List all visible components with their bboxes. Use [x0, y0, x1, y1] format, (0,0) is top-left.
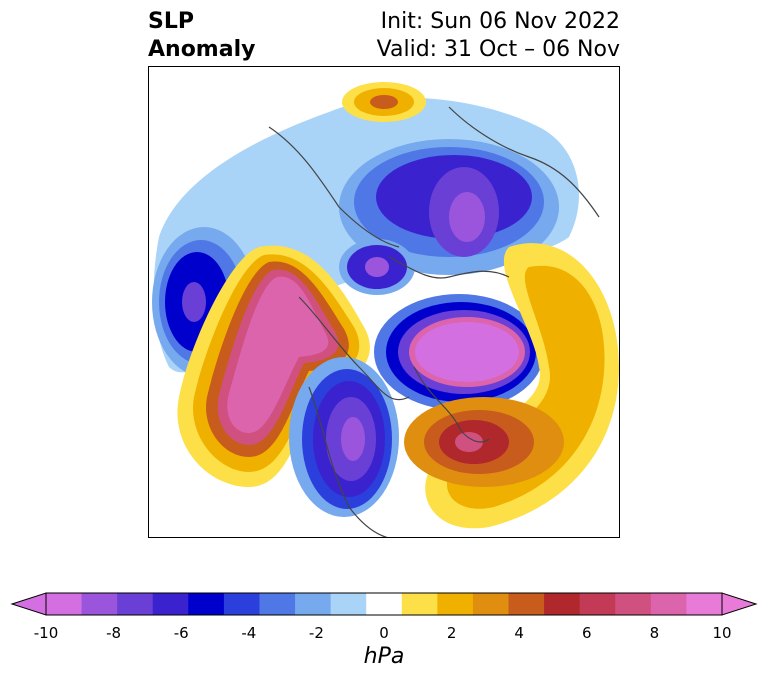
map-canvas: [152, 82, 619, 537]
coastlines: [268, 106, 600, 537]
colorbar-cell: [223, 593, 260, 615]
colorbar-tick-label: 2: [446, 624, 457, 642]
title-line-anomaly: Anomaly: [148, 37, 256, 62]
atlantic-low: [374, 294, 544, 410]
colorbar-cell: [544, 593, 581, 615]
colorbar-cell: [686, 593, 723, 615]
colorbar-tick-label: -10: [33, 624, 59, 642]
colorbar-cell: [615, 593, 652, 615]
colorbar-cell: [188, 593, 225, 615]
colorbar-units: hPa: [363, 644, 405, 669]
northern-high-small: [342, 82, 426, 122]
colorbar-tick-label: 8: [649, 624, 660, 642]
colorbar-over-arrow: [721, 592, 758, 616]
colorbar-cell: [81, 593, 118, 615]
colorbar-under-arrow: [10, 592, 47, 616]
colorbar-cell: [366, 593, 403, 615]
colorbar-tick-label: 6: [582, 624, 592, 642]
title-line-slp: SLP: [148, 9, 194, 34]
colorbar-cell: [579, 593, 616, 615]
date-info: Init: Sun 06 Nov 2022 Valid: 31 Oct – 06…: [377, 8, 620, 64]
colorbar-tick-label: -2: [308, 624, 324, 642]
colorbar-cell: [259, 593, 296, 615]
colorbar-frame: [45, 592, 723, 616]
valid-range: Valid: 31 Oct – 06 Nov: [376, 37, 620, 62]
colorbar-cell: [117, 593, 154, 615]
colorbar-tick-label: 4: [514, 624, 524, 642]
map-title: SLP Anomaly: [148, 8, 255, 64]
pacific-high: [177, 245, 370, 487]
colorbar-cell: [472, 593, 510, 615]
colorbar-tick-label: 0: [379, 624, 389, 642]
polar-low-small: [339, 239, 415, 295]
colorbar-cell: [295, 593, 332, 615]
eurasia-low: [339, 139, 559, 275]
colorbar-cell: [401, 593, 438, 615]
colorbar-cell: [650, 593, 687, 615]
colorbar-cell: [330, 593, 367, 615]
colorbar-cells: [46, 593, 723, 615]
colorbar-tick-label: 10: [712, 624, 732, 642]
colorbar-cell: [437, 593, 474, 615]
colorbar-cell: [152, 593, 189, 615]
colorbar-cell: [46, 593, 83, 615]
colorbar-tick-label: -6: [173, 624, 189, 642]
slp-anomaly-map: [148, 66, 620, 538]
colorbar-tick-label: -4: [241, 624, 257, 642]
north-america-low: [289, 357, 399, 517]
colorbar-cell: [508, 593, 545, 615]
colorbar-tick-label: -8: [106, 624, 122, 642]
colorbar: [10, 592, 758, 616]
init-date: Init: Sun 06 Nov 2022: [380, 9, 620, 34]
